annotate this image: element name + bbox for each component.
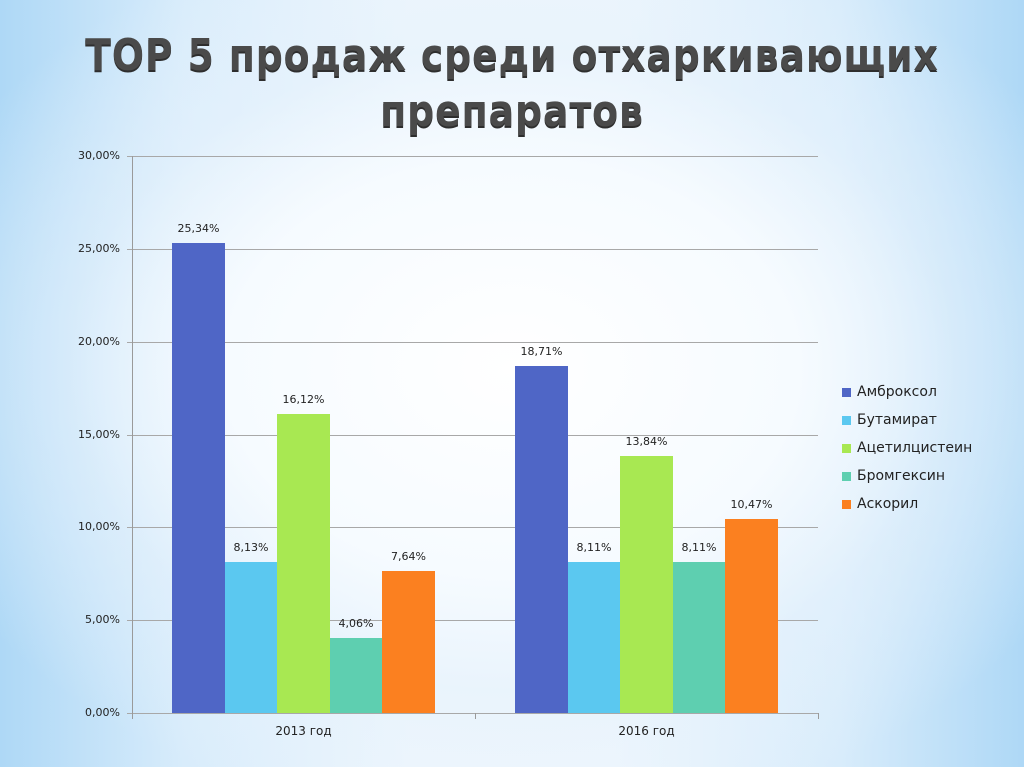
- legend-swatch-icon: [842, 443, 851, 453]
- legend-swatch-icon: [842, 499, 851, 509]
- bar-1-2: [620, 456, 673, 713]
- legend-swatch-icon: [842, 471, 851, 481]
- gridline: [127, 342, 818, 343]
- data-label: 4,06%: [338, 616, 374, 630]
- bar-1-3: [672, 562, 726, 713]
- data-label: 8,11%: [576, 541, 612, 555]
- legend-label: Бутамират: [857, 412, 937, 428]
- y-axis-tick-label: 20,00%: [78, 335, 120, 348]
- legend-label: Ацетилцистеин: [857, 440, 973, 456]
- bar-0-0: [172, 242, 225, 713]
- gridline: [127, 527, 818, 528]
- bar-0-4: [382, 571, 435, 713]
- data-label: 8,13%: [233, 541, 269, 555]
- data-label: 7,64%: [391, 550, 426, 564]
- bar-0-3: [329, 637, 383, 713]
- legend-swatch-icon: [842, 415, 851, 425]
- bar-1-1: [567, 562, 621, 713]
- y-axis-tick-label: 25,00%: [78, 242, 120, 255]
- bar-0-2: [277, 413, 330, 713]
- bar-1-0: [515, 365, 568, 713]
- y-axis-line: [132, 156, 133, 713]
- legend-item: Ацетилцистеин: [842, 434, 972, 462]
- data-label: 25,34%: [177, 221, 220, 235]
- slide-title-line1: TOP 5 продаж среди отхаркивающих: [85, 30, 939, 81]
- legend-label: Амброксол: [857, 384, 937, 400]
- gridline: [127, 713, 818, 714]
- y-axis-tick-label: 5,00%: [85, 613, 120, 626]
- legend-item: Бромгексин: [842, 462, 972, 490]
- legend-item: Бутамират: [842, 406, 972, 434]
- data-label: 18,71%: [520, 344, 563, 358]
- gridline: [127, 435, 818, 436]
- gridline: [127, 620, 818, 621]
- bar-1-4: [725, 518, 778, 713]
- slide-title-line2: препаратов: [380, 86, 644, 137]
- x-axis-category-label: 2016 год: [618, 724, 675, 738]
- data-label: 10,47%: [730, 497, 773, 511]
- legend-label: Аскорил: [857, 496, 919, 512]
- gridline: [127, 249, 818, 250]
- legend-item: Амброксол: [842, 378, 972, 406]
- legend-item: Аскорил: [842, 490, 972, 518]
- y-axis-tick-label: 30,00%: [78, 149, 120, 162]
- y-axis-tick-label: 15,00%: [78, 428, 120, 441]
- x-axis-tick: [132, 713, 133, 719]
- bar-0-1: [224, 562, 278, 713]
- y-axis-tick-label: 10,00%: [78, 520, 120, 533]
- data-label: 16,12%: [282, 392, 325, 406]
- chart-legend: Амброксол Бутамират Ацетилцистеин Бромгекси…: [842, 378, 972, 518]
- x-axis-tick: [818, 713, 819, 719]
- slide-title: TOP 5 продаж среди отхаркивающих препара…: [72, 28, 953, 140]
- x-axis-category-label: 2013 год: [275, 724, 332, 738]
- gridline: [127, 156, 818, 157]
- data-label: 13,84%: [625, 435, 668, 449]
- legend-label: Бромгексин: [857, 468, 945, 484]
- legend-swatch-icon: [842, 387, 851, 397]
- x-axis-tick: [475, 713, 476, 719]
- data-label: 8,11%: [681, 541, 717, 555]
- y-axis-tick-label: 0,00%: [85, 706, 120, 719]
